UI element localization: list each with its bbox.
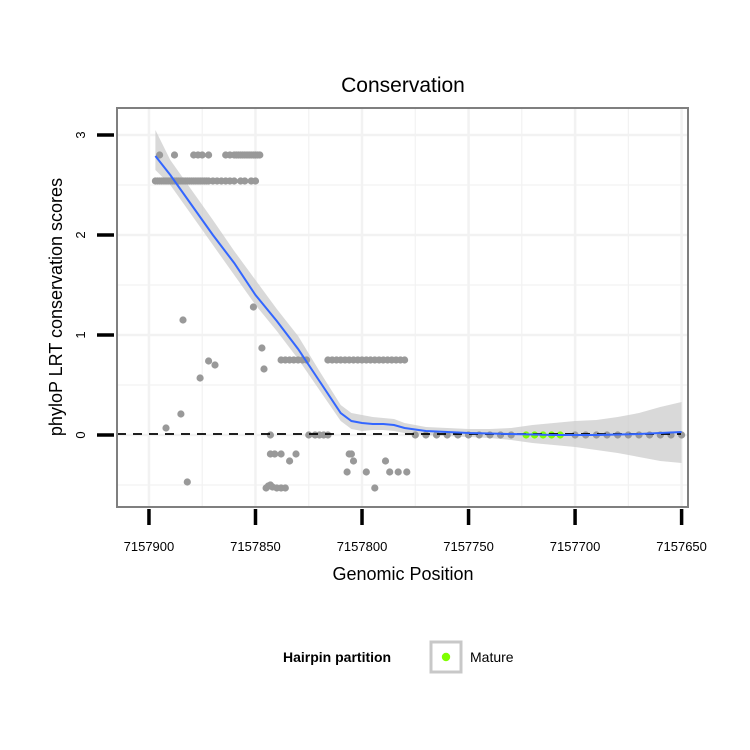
confidence-ribbon-layer: [155, 130, 682, 463]
data-point: [271, 450, 279, 458]
data-point: [241, 177, 249, 185]
data-point: [403, 468, 411, 476]
x-axis-label: Genomic Position: [332, 564, 473, 584]
y-tick-label: 1: [73, 331, 88, 338]
data-point: [281, 484, 289, 492]
smooth-line-layer: [154, 155, 682, 436]
data-point: [266, 431, 274, 439]
x-tick-label: 7157650: [656, 539, 707, 554]
y-axis-ticks: 0 1 2 3: [73, 131, 114, 439]
data-point: [349, 457, 358, 465]
data-point: [183, 478, 191, 486]
data-point: [177, 410, 185, 418]
data-point: [347, 450, 355, 458]
data-point: [258, 344, 266, 352]
plot-panel-border: [116, 107, 689, 508]
y-tick-label: 0: [73, 431, 88, 438]
legend-title: Hairpin partition: [283, 649, 391, 665]
data-point: [381, 457, 390, 465]
data-point: [305, 431, 313, 439]
data-point: [211, 361, 219, 369]
data-point: [205, 357, 213, 365]
data-point: [343, 468, 351, 476]
data-point: [179, 316, 187, 324]
y-tick-label: 2: [73, 231, 88, 238]
x-axis-ticks: 7157900 7157850 7157800 7157750 7157700 71576…: [124, 509, 707, 554]
x-tick-label: 7157750: [443, 539, 494, 554]
data-point: [156, 151, 164, 159]
y-tick-label: 3: [73, 131, 88, 138]
data-point: [196, 374, 204, 382]
data-point: [286, 457, 294, 465]
data-point: [230, 177, 238, 185]
data-point: [411, 431, 419, 439]
data-point: [362, 468, 370, 476]
data-point: [324, 431, 332, 439]
legend-key-mature-point: [441, 652, 451, 662]
data-point: [277, 450, 285, 458]
chart-title: Conservation: [341, 74, 465, 97]
data-point: [386, 468, 394, 476]
x-tick-label: 7157800: [337, 539, 388, 554]
data-point: [162, 424, 170, 432]
data-point: [394, 468, 402, 476]
data-point: [256, 151, 264, 159]
legend-label-mature: Mature: [470, 649, 514, 665]
data-point: [292, 450, 300, 458]
legend: Hairpin partition Mature: [283, 640, 514, 674]
data-point: [249, 303, 257, 311]
data-point: [170, 151, 179, 159]
data-point: [198, 151, 206, 159]
data-point: [251, 177, 260, 185]
data-point: [422, 431, 430, 439]
y-axis-label: phyloP LRT conservation scores: [46, 178, 66, 436]
data-point: [205, 151, 213, 159]
data-point: [260, 365, 268, 373]
data-point: [371, 484, 379, 492]
x-tick-label: 7157700: [550, 539, 601, 554]
data-point: [401, 356, 409, 364]
smooth-fit-line: [154, 155, 682, 436]
x-tick-label: 7157900: [124, 539, 175, 554]
x-tick-label: 7157850: [230, 539, 281, 554]
confidence-ribbon: [155, 130, 682, 463]
data-point: [496, 431, 505, 439]
